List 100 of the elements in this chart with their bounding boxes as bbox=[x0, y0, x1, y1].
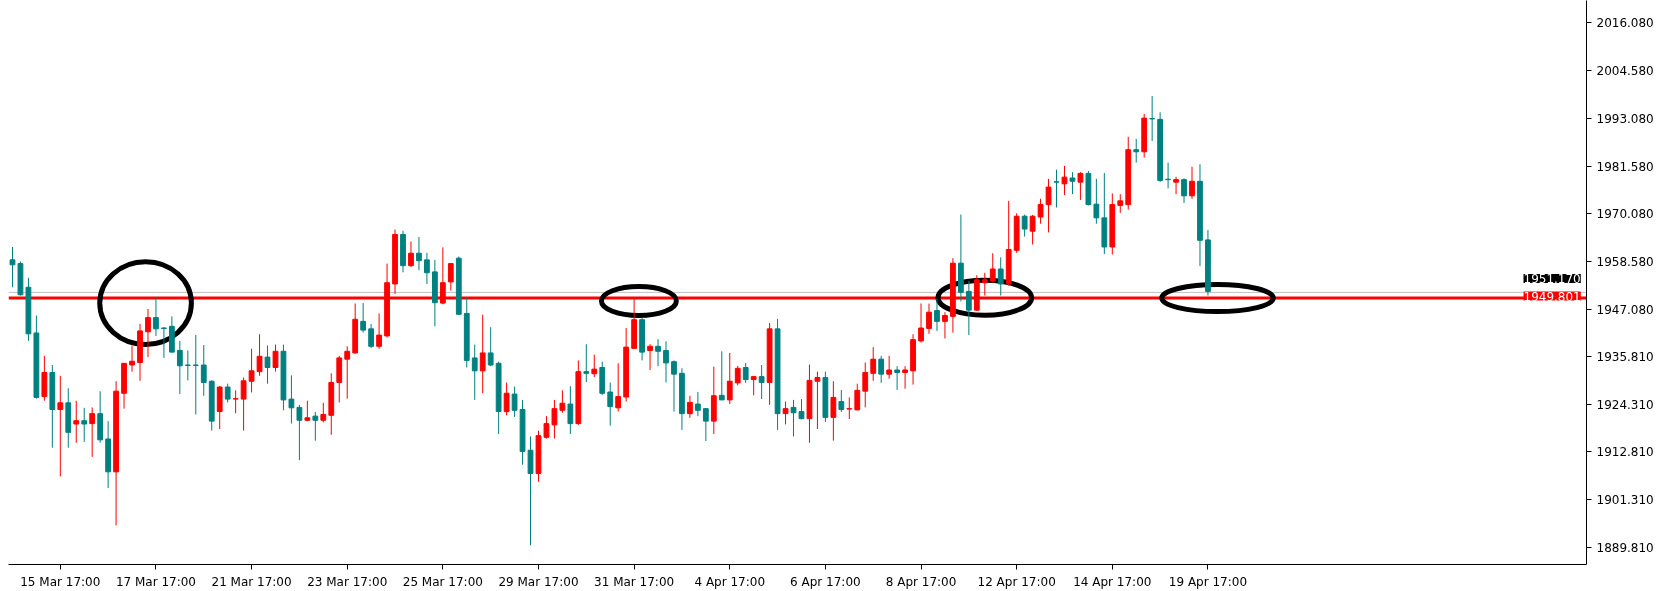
x-tick-label: 8 Apr 17:00 bbox=[885, 574, 957, 589]
candlestick bbox=[655, 338, 661, 367]
candlestick bbox=[408, 241, 414, 268]
candlestick bbox=[1181, 177, 1187, 204]
candlestick bbox=[1061, 165, 1068, 196]
candlestick bbox=[272, 344, 279, 373]
candlestick bbox=[232, 389, 239, 414]
x-tick-label: 12 Apr 17:00 bbox=[977, 574, 1056, 589]
candlestick bbox=[838, 389, 845, 413]
candlestick bbox=[607, 381, 614, 427]
candlestick bbox=[583, 343, 590, 383]
ref-line-label: 1949.801 bbox=[1523, 289, 1581, 304]
candlestick bbox=[551, 399, 558, 440]
candlestick bbox=[591, 354, 598, 378]
candlestick bbox=[1149, 95, 1156, 142]
candlestick bbox=[1053, 169, 1060, 208]
candlestick bbox=[344, 345, 351, 400]
x-tick-label: 17 Mar 17:00 bbox=[115, 574, 196, 589]
candlestick bbox=[702, 407, 709, 442]
candlestick bbox=[73, 400, 80, 444]
x-tick-label: 31 Mar 17:00 bbox=[594, 574, 675, 589]
candlestick bbox=[663, 340, 669, 383]
candlestick bbox=[687, 395, 693, 419]
x-tick-label: 6 Apr 17:00 bbox=[790, 574, 861, 589]
y-tick-label: 1935.810 bbox=[1596, 349, 1654, 364]
candlestick bbox=[57, 375, 64, 477]
candlestick bbox=[503, 381, 510, 416]
y-tick-label: 1947.080 bbox=[1596, 302, 1654, 317]
candlestick bbox=[567, 385, 574, 435]
candlestick bbox=[934, 298, 940, 332]
x-tick-label: 4 Apr 17:00 bbox=[694, 574, 766, 589]
candlestick bbox=[511, 386, 518, 418]
candlestick bbox=[926, 302, 932, 335]
x-tick-label: 29 Mar 17:00 bbox=[498, 574, 579, 589]
candlestick bbox=[758, 364, 765, 400]
candlestick bbox=[742, 362, 749, 384]
candlestick bbox=[240, 376, 247, 432]
y-tick-label: 1889.810 bbox=[1596, 540, 1654, 555]
candlestick bbox=[416, 236, 422, 271]
candlestick bbox=[360, 302, 367, 334]
candlestick bbox=[320, 402, 327, 423]
candlestick bbox=[734, 365, 741, 386]
candlestick bbox=[1117, 193, 1124, 214]
candlestick bbox=[200, 344, 207, 397]
candlestick bbox=[424, 252, 430, 285]
candlestick bbox=[870, 346, 877, 382]
candlestick bbox=[694, 391, 701, 417]
candlestick bbox=[1069, 171, 1076, 195]
candlestick bbox=[726, 352, 733, 405]
y-tick-label: 1970.080 bbox=[1596, 207, 1654, 222]
y-tick-label: 1924.310 bbox=[1596, 397, 1654, 412]
candlestick bbox=[129, 344, 135, 373]
candlestick bbox=[878, 355, 885, 384]
candlestick bbox=[997, 256, 1004, 297]
y-tick-label: 1912.810 bbox=[1596, 445, 1654, 460]
candlestick bbox=[248, 348, 255, 393]
candlestick bbox=[671, 359, 677, 413]
candlestick bbox=[1045, 178, 1052, 233]
candlestick bbox=[161, 326, 167, 359]
candlestick bbox=[81, 407, 88, 443]
candlestick bbox=[1093, 178, 1100, 225]
candlestick bbox=[145, 308, 151, 358]
candlestick bbox=[296, 404, 303, 461]
x-tick-label: 25 Mar 17:00 bbox=[402, 574, 483, 589]
candlestick bbox=[264, 344, 271, 385]
candlestick bbox=[1173, 176, 1179, 195]
candlestick bbox=[471, 344, 478, 401]
candlestick bbox=[256, 333, 263, 377]
candlestick bbox=[894, 365, 901, 391]
x-tick-label: 15 Mar 17:00 bbox=[20, 574, 101, 589]
candlestick bbox=[487, 326, 494, 367]
candlestick bbox=[176, 340, 183, 395]
candlestick bbox=[902, 365, 908, 390]
candlestick bbox=[184, 349, 191, 381]
candlestick bbox=[1029, 214, 1036, 245]
y-tick-label: 1981.580 bbox=[1596, 159, 1654, 174]
candlestick bbox=[224, 383, 231, 403]
y-tick-label: 1958.580 bbox=[1596, 255, 1654, 270]
candlestick bbox=[1021, 214, 1028, 238]
y-tick-label: 1993.080 bbox=[1596, 111, 1654, 126]
candlestick bbox=[862, 362, 869, 408]
candlestick bbox=[615, 362, 622, 413]
candlestick bbox=[854, 383, 861, 411]
candlestick bbox=[1189, 166, 1195, 200]
candlestick bbox=[647, 343, 653, 371]
candlestick bbox=[1077, 171, 1084, 201]
candlestick bbox=[965, 280, 972, 336]
candlestick bbox=[368, 323, 375, 349]
candlestick bbox=[192, 334, 199, 415]
candlestick bbox=[447, 262, 454, 292]
candlestick bbox=[846, 396, 853, 420]
candlestick bbox=[153, 297, 159, 337]
candlestick bbox=[479, 314, 486, 394]
candlestick bbox=[782, 401, 789, 425]
y-tick-label: 2004.580 bbox=[1596, 63, 1654, 78]
candlestick bbox=[376, 312, 382, 350]
candlestick bbox=[1037, 198, 1044, 225]
candlestick bbox=[942, 311, 948, 339]
y-tick-label: 1901.310 bbox=[1596, 493, 1654, 508]
candlestick bbox=[814, 371, 821, 430]
